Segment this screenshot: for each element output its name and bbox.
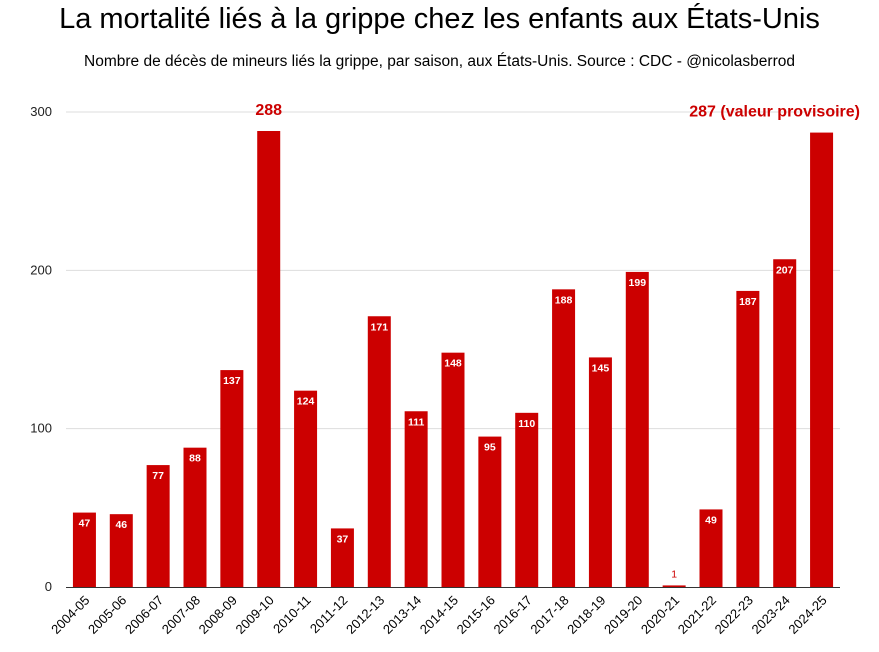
data-label: 188	[555, 294, 573, 306]
x-tick-label: 2004-05	[48, 593, 92, 637]
annotation-label: 288	[255, 102, 282, 119]
x-tick-label: 2010-11	[270, 593, 314, 637]
bar	[699, 509, 723, 587]
bar	[515, 412, 539, 587]
x-tick-label: 2013-14	[380, 593, 424, 637]
bar	[773, 259, 797, 587]
bar	[625, 271, 649, 587]
annotations: 288 287 (valeur provisoire)	[255, 102, 860, 121]
x-tick-label: 2011-12	[307, 593, 351, 637]
x-tick-label: 2024-25	[785, 593, 829, 637]
x-tick-label: 2007-08	[159, 593, 203, 637]
bar	[478, 436, 502, 587]
data-label: 95	[484, 442, 496, 454]
bar	[404, 411, 428, 587]
x-tick-label: 2014-15	[417, 593, 461, 637]
bar	[183, 447, 207, 587]
data-label: 1	[671, 568, 677, 580]
y-tick-label: 300	[30, 104, 52, 119]
bar	[552, 289, 576, 587]
x-tick-label: 2006-07	[122, 593, 166, 637]
data-label: 124	[297, 396, 315, 408]
bars	[72, 131, 834, 588]
x-tick-label: 2009-10	[232, 593, 276, 637]
x-tick-label: 2017-18	[527, 593, 571, 637]
x-tick-label: 2020-21	[638, 593, 682, 637]
data-label: 77	[152, 470, 164, 482]
data-label: 37	[337, 533, 349, 545]
data-label: 110	[518, 418, 535, 430]
annotation-label: 287 (valeur provisoire)	[689, 104, 860, 121]
x-tick-label: 2016-17	[490, 593, 534, 637]
chart-title: La mortalité liés à la grippe chez les e…	[59, 3, 820, 35]
data-label: 171	[371, 321, 389, 333]
data-label: 207	[776, 264, 794, 276]
data-label: 148	[444, 358, 462, 370]
data-label: 88	[189, 453, 201, 465]
x-tick-label: 2019-20	[601, 593, 645, 637]
x-tick-label: 2022-23	[712, 593, 756, 637]
bar	[220, 370, 244, 587]
chart-subtitle: Nombre de décès de mineurs liés la gripp…	[84, 53, 795, 70]
data-label: 49	[705, 514, 717, 526]
data-label: 199	[629, 277, 647, 289]
y-tick-label: 200	[30, 262, 52, 277]
bar	[72, 512, 96, 587]
bar	[330, 528, 354, 587]
x-tick-label: 2023-24	[748, 593, 792, 637]
bar	[109, 514, 133, 587]
data-label: 46	[115, 519, 127, 531]
bar	[810, 132, 834, 588]
x-tick-label: 2008-09	[196, 593, 240, 637]
bar	[441, 352, 465, 587]
bar	[146, 465, 170, 587]
data-labels: 47 46 77 88 137 124 37 171 111 148 95 110 188 145 199 1…	[79, 264, 794, 580]
x-tick-label: 2015-16	[454, 593, 498, 637]
bar	[662, 585, 686, 587]
data-label: 137	[223, 375, 241, 387]
x-tick-label: 2005-06	[85, 593, 129, 637]
data-label: 111	[408, 416, 425, 428]
bar	[367, 316, 391, 587]
x-tick-label: 2021-22	[675, 593, 719, 637]
y-tick-label: 100	[30, 421, 52, 436]
data-label: 187	[739, 296, 757, 308]
x-tick-label: 2018-19	[564, 593, 608, 637]
x-tick-label: 2012-13	[343, 593, 387, 637]
bar	[294, 390, 318, 587]
bar	[588, 357, 612, 587]
data-label: 47	[79, 518, 91, 530]
y-tick-label: 0	[45, 579, 52, 594]
bar	[736, 290, 760, 587]
bar	[257, 131, 281, 587]
data-label: 145	[592, 362, 610, 374]
